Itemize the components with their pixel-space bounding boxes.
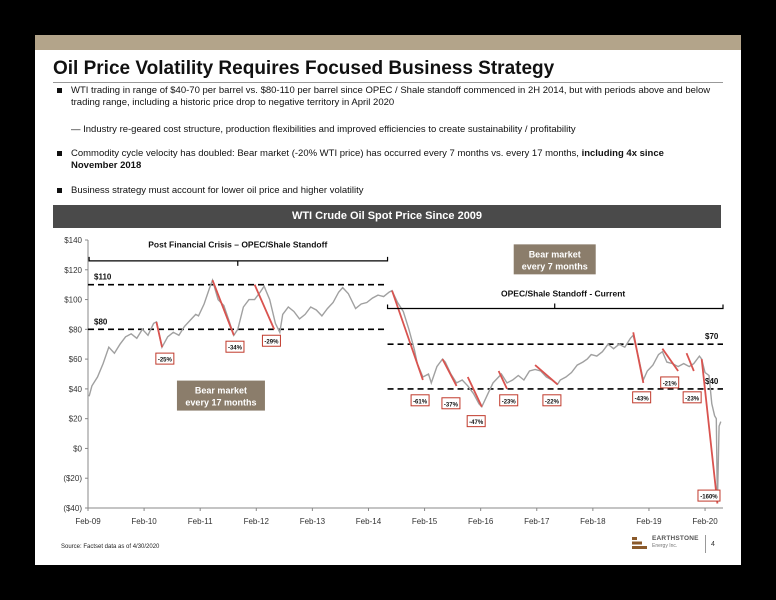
bullet-text-group: Commodity cycle velocity has doubled: Be… <box>71 148 711 172</box>
decline-label-box <box>155 352 175 365</box>
slide: Oil Price Volatility Requires Focused Bu… <box>35 35 741 565</box>
decline-label: -47% <box>469 420 484 426</box>
decline-label-box <box>441 397 461 410</box>
x-tick-label: Feb-17 <box>524 517 550 526</box>
x-tick-label: Feb-14 <box>356 517 382 526</box>
title-divider <box>53 82 723 83</box>
decline-segment <box>466 376 483 408</box>
decline-label: -23% <box>502 399 517 405</box>
bear-7-months-box <box>513 244 596 275</box>
decline-label-box <box>410 394 430 407</box>
reference-line-label: $80 <box>94 317 108 326</box>
y-tick-label: ($40) <box>63 504 82 513</box>
top-bar <box>35 35 741 50</box>
decline-segment <box>700 359 719 504</box>
logo-mark-icon <box>632 537 647 549</box>
bullet-text: Commodity cycle velocity has doubled: Be… <box>71 148 579 159</box>
decline-label: -34% <box>228 346 243 352</box>
reference-line-label: $110 <box>94 273 112 282</box>
reference-line-label: $70 <box>705 332 719 341</box>
period1-label: Post Financial Crisis – OPEC/Shale Stand… <box>148 239 327 249</box>
bear-7-months-line1: Bear market <box>529 249 581 259</box>
decline-label: -43% <box>635 396 650 402</box>
source-note: Source: Factset data as of 4/30/2020 <box>61 544 160 550</box>
decline-label: -23% <box>685 396 700 402</box>
x-tick-label: Feb-09 <box>75 517 101 526</box>
y-tick-label: $0 <box>73 444 82 453</box>
y-tick-label: $60 <box>69 355 83 364</box>
page-title: Oil Price Volatility Requires Focused Bu… <box>53 58 555 79</box>
bear-7-months-line2: every 7 months <box>522 261 588 271</box>
decline-label: -21% <box>663 381 678 387</box>
y-tick-label: $40 <box>69 385 83 394</box>
x-tick-label: Feb-11 <box>188 517 213 526</box>
decline-segment <box>391 290 424 381</box>
decline-label-box <box>542 394 562 407</box>
x-tick-label: Feb-12 <box>244 517 270 526</box>
bear-17-months-box <box>176 380 265 411</box>
x-tick-label: Feb-13 <box>300 517 326 526</box>
y-tick-label: $100 <box>64 296 82 305</box>
decline-segment <box>497 370 508 390</box>
bullet-marker <box>57 151 62 156</box>
decline-segment <box>685 352 695 372</box>
page-number: 4 <box>711 541 715 548</box>
decline-label-box <box>697 489 721 502</box>
x-tick-label: Feb-10 <box>131 517 157 526</box>
y-tick-label: $20 <box>69 415 83 424</box>
company-name: EARTHSTONE <box>652 535 699 542</box>
decline-label-box <box>261 334 281 347</box>
x-tick-label: Feb-16 <box>468 517 494 526</box>
bullet-marker <box>57 88 62 93</box>
decline-label: -61% <box>413 399 428 405</box>
decline-label: -160% <box>700 495 718 501</box>
decline-segment <box>155 321 163 348</box>
decline-label: -25% <box>158 358 173 364</box>
company-subtitle: Energy Inc. <box>652 543 678 549</box>
decline-label-box <box>682 391 702 404</box>
y-tick-label: $120 <box>64 266 82 275</box>
decline-segment <box>632 332 645 384</box>
x-tick-label: Feb-19 <box>636 517 662 526</box>
decline-segment <box>534 364 559 386</box>
y-tick-label: $80 <box>69 325 83 334</box>
x-tick-label: Feb-20 <box>692 517 718 526</box>
decline-label-box <box>225 340 245 353</box>
y-tick-label: ($20) <box>63 474 82 483</box>
decline-label-box <box>466 415 486 428</box>
decline-label: -37% <box>444 402 459 408</box>
sub-bullet-text: — Industry re-geared cost structure, pro… <box>71 124 576 135</box>
bullet-marker <box>57 188 62 193</box>
decline-label-box <box>499 394 519 407</box>
bullet-text: WTI trading in range of $40-70 per barre… <box>71 85 711 108</box>
decline-label-box <box>660 376 680 389</box>
company-logo: EARTHSTONE Energy Inc. <box>632 532 702 554</box>
x-tick-label: Feb-18 <box>580 517 606 526</box>
decline-label-box <box>632 391 652 404</box>
period1-bracket <box>88 256 389 262</box>
x-tick-label: Feb-15 <box>412 517 438 526</box>
bear-17-months-line2: every 17 months <box>185 398 256 408</box>
bear-17-months-line1: Bear market <box>195 386 247 396</box>
decline-segment <box>253 284 276 330</box>
bullet-text: Business strategy must account for lower… <box>71 185 364 196</box>
y-tick-label: $140 <box>64 236 82 245</box>
bullet-emphasis: including 4x since November 2018 <box>71 148 664 171</box>
period2-bracket <box>386 304 724 310</box>
chart-header: WTI Crude Oil Spot Price Since 2009 <box>53 205 721 228</box>
reference-line-label: $40 <box>705 377 719 386</box>
decline-label: -29% <box>264 340 279 346</box>
period2-label: OPEC/Shale Standoff - Current <box>501 289 625 299</box>
decline-label: -22% <box>545 399 560 405</box>
decline-segment <box>211 279 235 336</box>
decline-segment <box>441 358 458 387</box>
wti-price-chart: $140 $120 $100 $80 $60 $40 $20 $0 ($20) ($40) Feb-… <box>63 236 724 526</box>
page-separator <box>705 535 706 553</box>
decline-segment <box>661 348 679 372</box>
